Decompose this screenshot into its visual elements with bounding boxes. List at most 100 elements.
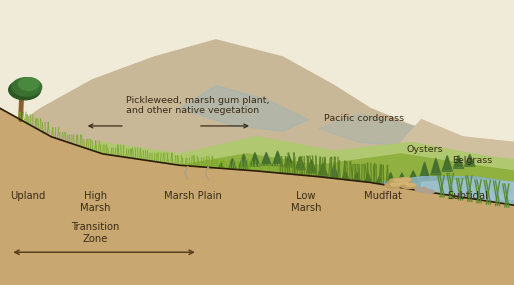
Polygon shape (319, 164, 326, 174)
Polygon shape (306, 160, 317, 173)
Polygon shape (274, 152, 281, 163)
Polygon shape (285, 156, 292, 165)
Polygon shape (465, 154, 475, 166)
Polygon shape (82, 156, 89, 168)
Polygon shape (238, 154, 249, 168)
Polygon shape (342, 172, 349, 181)
Ellipse shape (406, 184, 415, 186)
Text: Low
Marsh: Low Marsh (290, 191, 321, 213)
Polygon shape (171, 170, 181, 187)
Polygon shape (431, 158, 441, 175)
Polygon shape (284, 155, 294, 167)
Text: Marsh Plain: Marsh Plain (164, 191, 222, 201)
Polygon shape (114, 169, 124, 180)
Polygon shape (432, 160, 439, 173)
Ellipse shape (12, 78, 42, 96)
Polygon shape (453, 155, 464, 168)
Polygon shape (91, 161, 102, 173)
Polygon shape (70, 153, 78, 165)
Polygon shape (216, 162, 226, 175)
Polygon shape (59, 150, 66, 163)
Text: Pickleweed, marsh gum plant,
and other native vegetation: Pickleweed, marsh gum plant, and other n… (126, 96, 269, 115)
Ellipse shape (390, 183, 400, 186)
Polygon shape (172, 172, 179, 185)
Polygon shape (397, 173, 407, 185)
Ellipse shape (424, 190, 434, 193)
Polygon shape (150, 174, 157, 186)
Polygon shape (364, 174, 372, 186)
Polygon shape (51, 137, 514, 182)
Polygon shape (363, 173, 373, 188)
Polygon shape (386, 172, 396, 187)
Text: Transition
Zone: Transition Zone (71, 222, 119, 244)
Ellipse shape (401, 183, 416, 189)
Polygon shape (195, 171, 202, 180)
Polygon shape (374, 176, 384, 188)
Polygon shape (180, 86, 308, 131)
Ellipse shape (397, 178, 412, 183)
Polygon shape (80, 155, 90, 170)
Polygon shape (104, 166, 112, 174)
Polygon shape (41, 154, 514, 194)
Polygon shape (352, 172, 362, 186)
Polygon shape (466, 156, 473, 164)
Polygon shape (0, 108, 514, 285)
Polygon shape (387, 174, 394, 185)
Polygon shape (250, 152, 260, 166)
Polygon shape (148, 172, 158, 188)
Polygon shape (297, 158, 304, 167)
Polygon shape (398, 174, 406, 183)
Polygon shape (376, 178, 383, 186)
Polygon shape (331, 166, 338, 178)
Polygon shape (229, 159, 236, 169)
Polygon shape (46, 152, 57, 165)
Ellipse shape (19, 78, 39, 91)
Ellipse shape (9, 80, 41, 100)
Polygon shape (421, 164, 428, 176)
Polygon shape (217, 164, 225, 172)
Polygon shape (58, 149, 68, 166)
Polygon shape (308, 161, 315, 171)
Polygon shape (442, 155, 452, 171)
Polygon shape (193, 170, 204, 182)
Polygon shape (138, 173, 145, 184)
Polygon shape (116, 170, 123, 178)
Polygon shape (261, 152, 271, 165)
Polygon shape (48, 153, 55, 163)
Polygon shape (240, 155, 247, 166)
Polygon shape (103, 164, 113, 177)
Polygon shape (295, 156, 305, 170)
Polygon shape (251, 154, 259, 164)
Text: Subtidal: Subtidal (447, 191, 488, 201)
Polygon shape (380, 177, 514, 228)
Ellipse shape (415, 188, 428, 192)
Text: High
Marsh: High Marsh (80, 191, 111, 213)
Ellipse shape (402, 178, 411, 181)
Polygon shape (353, 173, 360, 184)
Text: Oysters: Oysters (406, 145, 443, 154)
Polygon shape (69, 152, 79, 167)
Polygon shape (419, 162, 430, 179)
Polygon shape (272, 151, 283, 166)
Text: Eelgrass: Eelgrass (452, 156, 492, 165)
Polygon shape (127, 169, 134, 182)
Polygon shape (319, 114, 452, 148)
Polygon shape (125, 167, 136, 184)
Polygon shape (408, 170, 418, 182)
Polygon shape (410, 172, 417, 180)
Ellipse shape (400, 182, 408, 184)
Polygon shape (206, 167, 213, 176)
Polygon shape (227, 158, 237, 171)
Ellipse shape (389, 178, 402, 184)
Polygon shape (421, 180, 514, 200)
Polygon shape (93, 162, 100, 171)
Ellipse shape (395, 181, 409, 186)
Polygon shape (329, 164, 339, 180)
Polygon shape (159, 176, 170, 188)
Polygon shape (182, 169, 192, 185)
Polygon shape (263, 154, 270, 163)
Text: Pacific cordgrass: Pacific cordgrass (324, 113, 404, 123)
Text: Mudflat: Mudflat (364, 191, 402, 201)
Ellipse shape (385, 182, 401, 188)
Polygon shape (444, 157, 451, 169)
